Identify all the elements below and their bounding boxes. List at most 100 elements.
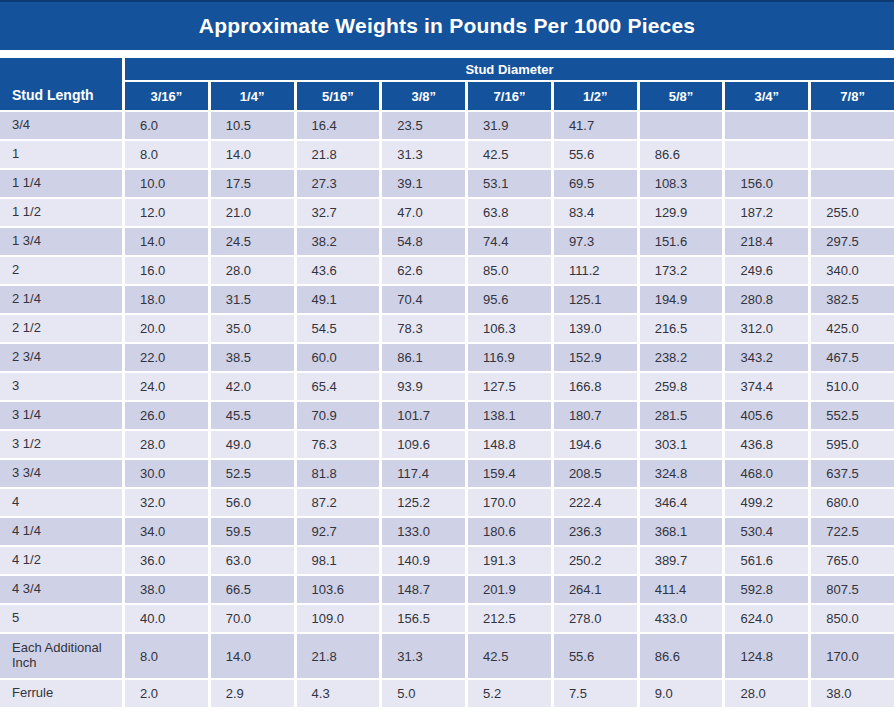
table-cell-r7-c7: 312.0 [725,315,808,342]
column-header-1: 1/4” [211,82,294,110]
table-cell-r2-c7: 156.0 [725,170,808,197]
table-cell-r4-c5: 97.3 [554,228,637,255]
column-header-4: 7/16” [468,82,551,110]
table-cell-r1-c7 [725,141,808,168]
table-cell-r9-c2: 65.4 [297,373,380,400]
table-cell-r2-c1: 17.5 [211,170,294,197]
table-cell-r17-c2: 109.0 [297,605,380,632]
table-cell-r10-c0: 26.0 [125,402,208,429]
table-cell-r5-c7: 249.6 [725,257,808,284]
table-cell-r4-c0: 14.0 [125,228,208,255]
table-cell-r8-c6: 238.2 [640,344,723,371]
table-cell-r18-c1: 14.0 [211,634,294,678]
table-cell-r8-c1: 38.5 [211,344,294,371]
table-cell-r19-c3: 5.0 [382,680,465,707]
table-cell-r2-c6: 108.3 [640,170,723,197]
table-cell-r14-c8: 722.5 [811,518,894,545]
table-cell-r4-c7: 218.4 [725,228,808,255]
table-cell-r16-c2: 103.6 [297,576,380,603]
table-cell-r13-c0: 32.0 [125,489,208,516]
table-cell-r8-c2: 60.0 [297,344,380,371]
table-cell-r7-c5: 139.0 [554,315,637,342]
table-cell-r2-c4: 53.1 [468,170,551,197]
table-cell-r6-c8: 382.5 [811,286,894,313]
table-cell-r13-c3: 125.2 [382,489,465,516]
table-cell-r7-c6: 216.5 [640,315,723,342]
table-cell-r17-c6: 433.0 [640,605,723,632]
table-cell-r2-c8 [811,170,894,197]
table-cell-r4-c1: 24.5 [211,228,294,255]
table-cell-r3-c1: 21.0 [211,199,294,226]
table-cell-r6-c6: 194.9 [640,286,723,313]
table-cell-r3-c0: 12.0 [125,199,208,226]
column-header-2: 5/16” [297,82,380,110]
table-cell-r1-c4: 42.5 [468,141,551,168]
table-cell-r5-c0: 16.0 [125,257,208,284]
table-cell-r9-c3: 93.9 [382,373,465,400]
table-cell-r0-c8 [811,112,894,139]
table-cell-r1-c1: 14.0 [211,141,294,168]
row-label: Ferrule [0,680,122,707]
table-cell-r5-c8: 340.0 [811,257,894,284]
table-cell-r1-c3: 31.3 [382,141,465,168]
table-cell-r16-c0: 38.0 [125,576,208,603]
table-cell-r15-c8: 765.0 [811,547,894,574]
table-cell-r15-c3: 140.9 [382,547,465,574]
table-cell-r3-c5: 83.4 [554,199,637,226]
table-cell-r13-c7: 499.2 [725,489,808,516]
row-label: 4 1/2 [0,547,122,574]
table-cell-r16-c8: 807.5 [811,576,894,603]
table-cell-r12-c6: 324.8 [640,460,723,487]
table-cell-r19-c8: 38.0 [811,680,894,707]
table-cell-r9-c5: 166.8 [554,373,637,400]
row-label: 4 1/4 [0,518,122,545]
corner-header-stud-length: Stud Length [0,58,122,110]
table-cell-r14-c4: 180.6 [468,518,551,545]
table-cell-r6-c5: 125.1 [554,286,637,313]
table-cell-r8-c7: 343.2 [725,344,808,371]
table-cell-r2-c2: 27.3 [297,170,380,197]
table-cell-r12-c1: 52.5 [211,460,294,487]
table-cell-r7-c4: 106.3 [468,315,551,342]
table-cell-r9-c7: 374.4 [725,373,808,400]
row-label: 3 1/4 [0,402,122,429]
table-cell-r18-c3: 31.3 [382,634,465,678]
table-cell-r11-c2: 76.3 [297,431,380,458]
table-cell-r10-c4: 138.1 [468,402,551,429]
table-cell-r1-c5: 55.6 [554,141,637,168]
table-cell-r18-c0: 8.0 [125,634,208,678]
page-title: Approximate Weights in Pounds Per 1000 P… [199,14,695,38]
table-cell-r17-c5: 278.0 [554,605,637,632]
table-cell-r18-c6: 86.6 [640,634,723,678]
table-cell-r12-c5: 208.5 [554,460,637,487]
column-header-8: 7/8” [811,82,894,110]
table-cell-r10-c1: 45.5 [211,402,294,429]
table-cell-r15-c5: 250.2 [554,547,637,574]
table-cell-r15-c6: 389.7 [640,547,723,574]
row-label: 3/4 [0,112,122,139]
table-cell-r4-c4: 74.4 [468,228,551,255]
row-label: 1 1/2 [0,199,122,226]
table-cell-r10-c6: 281.5 [640,402,723,429]
title-bar: Approximate Weights in Pounds Per 1000 P… [0,0,894,50]
table-cell-r4-c6: 151.6 [640,228,723,255]
table-cell-r0-c4: 31.9 [468,112,551,139]
table-cell-r12-c8: 637.5 [811,460,894,487]
table-cell-r17-c0: 40.0 [125,605,208,632]
table-cell-r16-c7: 592.8 [725,576,808,603]
table-cell-r19-c2: 4.3 [297,680,380,707]
row-label: 3 [0,373,122,400]
table-cell-r9-c4: 127.5 [468,373,551,400]
table-cell-r11-c8: 595.0 [811,431,894,458]
table-cell-r17-c7: 624.0 [725,605,808,632]
table-cell-r1-c6: 86.6 [640,141,723,168]
table-cell-r3-c6: 129.9 [640,199,723,226]
table-cell-r14-c2: 92.7 [297,518,380,545]
table-cell-r10-c7: 405.6 [725,402,808,429]
table-cell-r0-c2: 16.4 [297,112,380,139]
row-label: 1 [0,141,122,168]
weights-table: Stud Length Stud Diameter 3/16”1/4”5/16”… [0,58,894,707]
table-cell-r4-c2: 38.2 [297,228,380,255]
table-cell-r11-c6: 303.1 [640,431,723,458]
table-cell-r9-c6: 259.8 [640,373,723,400]
